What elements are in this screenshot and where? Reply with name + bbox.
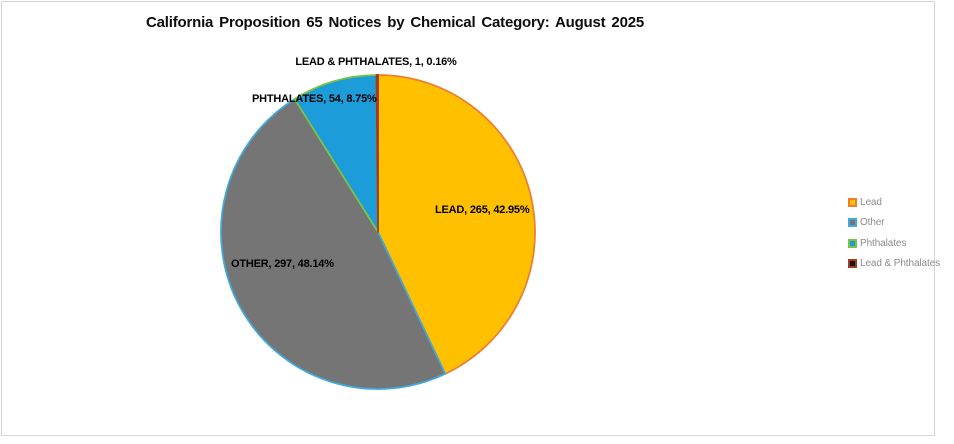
data-label-phthalates: PHTHALATES, 54, 8.75% [252,93,377,105]
legend-marker-phthalates [848,238,857,248]
legend-marker-lead [848,197,857,207]
legend-label-lead-phthalates: Lead & Phthalates [860,258,941,270]
pie-slice-lead-phthalates[interactable] [375,74,379,233]
legend-label-other: Other [860,217,885,229]
pie-slice-other[interactable] [220,98,447,390]
pie-slice-phthalates[interactable] [293,74,379,233]
data-label-lead: LEAD, 265, 42.95% [435,204,530,216]
chart-legend: Lead Other Phthalates Lead & Phthalates [848,192,940,274]
data-label-other: OTHER, 297, 48.14% [231,258,334,270]
legend-item-lead-phthalates[interactable]: Lead & Phthalates [848,254,940,275]
legend-label-phthalates: Phthalates [860,237,907,249]
legend-item-lead[interactable]: Lead [848,192,940,213]
legend-item-phthalates[interactable]: Phthalates [848,233,940,254]
legend-item-other[interactable]: Other [848,213,940,234]
legend-label-lead: Lead [860,196,882,208]
legend-marker-other [848,218,857,228]
chart-title: California Proposition 65 Notices by Che… [146,14,644,31]
pie-slice-lead[interactable] [377,74,536,375]
legend-marker-lead-phthalates [848,259,857,269]
data-label-lead-phthalates: LEAD & PHTHALATES, 1, 0.16% [295,56,457,68]
